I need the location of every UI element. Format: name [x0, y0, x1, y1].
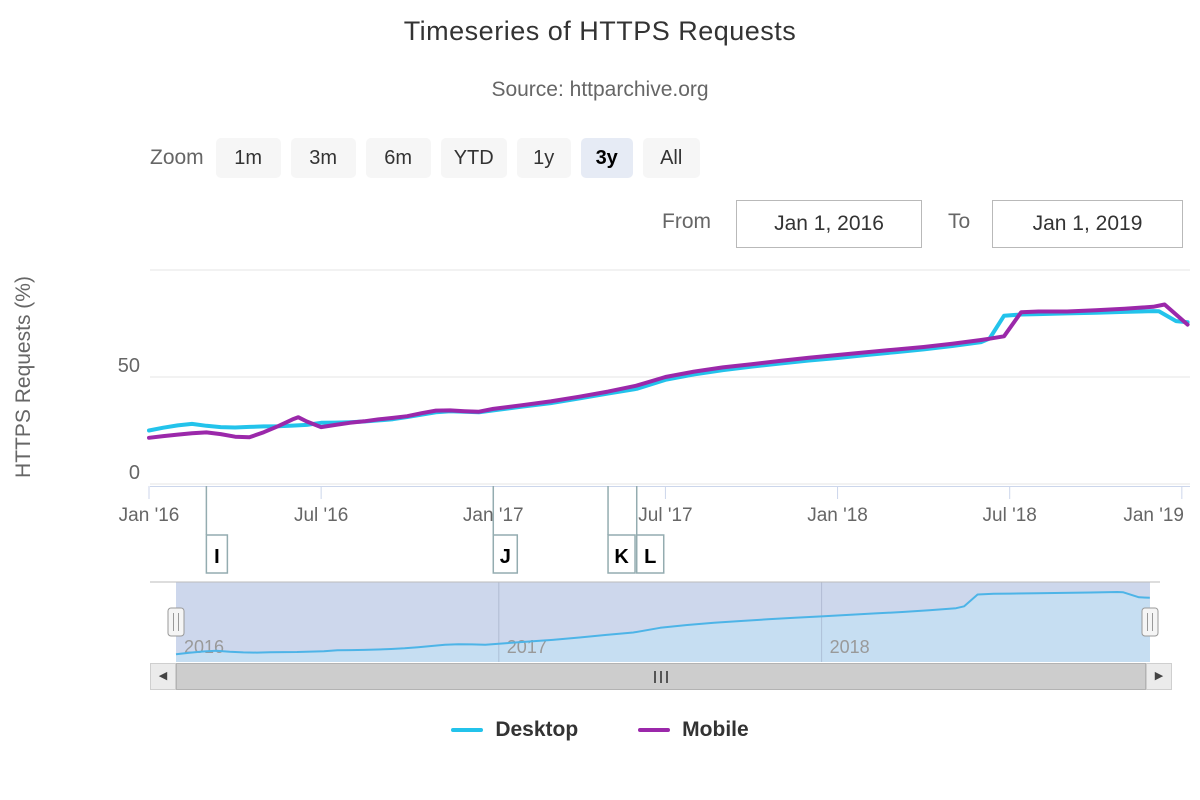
- zoom-button-6m[interactable]: 6m: [365, 138, 431, 178]
- legend-item-mobile[interactable]: Mobile: [638, 718, 749, 742]
- chart-subtitle: Source: httparchive.org: [491, 78, 709, 101]
- mobile-series-swatch-icon: [638, 728, 671, 732]
- navigator-year-label: 2018: [830, 637, 870, 657]
- chart-canvas: 0 50 HTTPS Requests (%) Jan '16 Jul '16 Jan '…: [12, 269, 1190, 662]
- legend-item-desktop[interactable]: Desktop: [451, 718, 578, 742]
- flag-K[interactable]: [607, 534, 636, 574]
- from-date-input[interactable]: [736, 200, 922, 248]
- flag-label: J: [500, 546, 511, 568]
- legend-label-mobile: Mobile: [682, 718, 749, 741]
- page-title: Timeseries of HTTPS Requests: [403, 16, 797, 46]
- zoom-button-all[interactable]: All: [642, 138, 700, 178]
- range-selector: Zoom 1m 3m 6m YTD 1y 3y All: [150, 138, 710, 178]
- flag-label: K: [614, 546, 629, 568]
- mobile-series-line[interactable]: [147, 302, 1190, 440]
- zoom-button-3y[interactable]: 3y: [580, 138, 633, 178]
- legend-label-desktop: Desktop: [495, 718, 579, 741]
- desktop-series-swatch-icon: [451, 728, 484, 732]
- zoom-button-ytd[interactable]: YTD: [440, 138, 507, 178]
- flag-label: I: [214, 546, 220, 568]
- to-label: To: [948, 210, 971, 233]
- x-axis-tick-label: Jan '19: [1123, 505, 1184, 526]
- navigator-area: [176, 592, 1150, 662]
- zoom-button-3m[interactable]: 3m: [290, 138, 356, 178]
- flag-L[interactable]: [635, 534, 665, 574]
- flag-label: L: [644, 546, 656, 568]
- zoom-button-1y[interactable]: 1y: [516, 138, 571, 178]
- flag-I[interactable]: [205, 534, 229, 574]
- y-axis-title: HTTPS Requests (%): [12, 276, 35, 478]
- desktop-series-line[interactable]: [147, 309, 1190, 433]
- y-axis-tick-label: 50: [118, 355, 140, 377]
- scrollbar-right-arrow-icon[interactable]: ▶: [1146, 663, 1172, 690]
- x-axis-tick-label: Jul '17: [638, 505, 692, 526]
- from-label: From: [662, 210, 711, 233]
- x-axis-tick-label: Jul '18: [983, 505, 1037, 526]
- navigator-handle-right[interactable]: [1141, 607, 1159, 637]
- flag-J[interactable]: [492, 534, 519, 574]
- navigator-handle-left[interactable]: [167, 607, 185, 637]
- x-axis-tick-label: Jan '16: [119, 505, 180, 526]
- y-axis-tick-label: 0: [129, 462, 140, 484]
- scrollbar-thumb[interactable]: [176, 663, 1146, 690]
- scrollbar-left-arrow-icon[interactable]: ◀: [150, 663, 176, 690]
- legend: Desktop Mobile: [0, 718, 1200, 742]
- date-range-controls: From To: [0, 200, 1200, 248]
- x-axis-tick-label: Jul '16: [294, 505, 348, 526]
- navigator-year-label: 2016: [184, 637, 224, 657]
- x-axis-tick-label: Jan '18: [807, 505, 868, 526]
- navigator-series-line: [175, 591, 1150, 656]
- to-date-input[interactable]: [992, 200, 1183, 248]
- zoom-label: Zoom: [150, 146, 204, 169]
- zoom-button-1m[interactable]: 1m: [215, 138, 281, 178]
